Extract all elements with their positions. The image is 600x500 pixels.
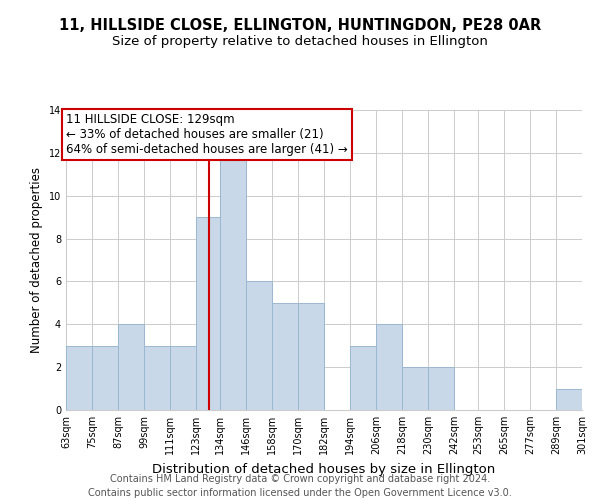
Bar <box>556 388 582 410</box>
Bar <box>350 346 376 410</box>
Bar <box>428 367 454 410</box>
Bar <box>402 367 428 410</box>
Text: Size of property relative to detached houses in Ellington: Size of property relative to detached ho… <box>112 35 488 48</box>
Text: 11 HILLSIDE CLOSE: 129sqm
← 33% of detached houses are smaller (21)
64% of semi-: 11 HILLSIDE CLOSE: 129sqm ← 33% of detac… <box>66 113 348 156</box>
Bar <box>196 217 220 410</box>
Bar <box>220 153 246 410</box>
Bar <box>118 324 144 410</box>
Bar <box>92 346 118 410</box>
Bar <box>272 303 298 410</box>
Text: 11, HILLSIDE CLOSE, ELLINGTON, HUNTINGDON, PE28 0AR: 11, HILLSIDE CLOSE, ELLINGTON, HUNTINGDO… <box>59 18 541 32</box>
Bar <box>144 346 170 410</box>
Bar <box>170 346 196 410</box>
Bar <box>246 282 272 410</box>
X-axis label: Distribution of detached houses by size in Ellington: Distribution of detached houses by size … <box>152 462 496 475</box>
Text: Contains HM Land Registry data © Crown copyright and database right 2024.
Contai: Contains HM Land Registry data © Crown c… <box>88 474 512 498</box>
Y-axis label: Number of detached properties: Number of detached properties <box>30 167 43 353</box>
Bar <box>298 303 324 410</box>
Bar <box>376 324 402 410</box>
Bar <box>66 346 92 410</box>
